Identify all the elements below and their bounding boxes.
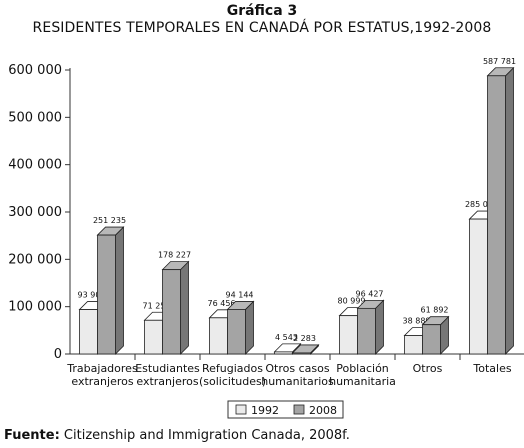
x-tick-label-line: Totales: [472, 362, 511, 375]
x-tick-label-line: humanitarios: [261, 375, 334, 388]
y-tick-label: 0: [54, 347, 62, 362]
bar-front: [209, 317, 228, 355]
legend-swatch: [235, 404, 247, 415]
bar-chart: 0 100 000 200 000 300 000 400 000 500 000 600 …: [8, 57, 524, 419]
bar-front: [274, 351, 293, 355]
bar-front: [292, 352, 311, 355]
y-tick-label: 400 000: [8, 158, 62, 173]
data-label: 93 902: [78, 291, 106, 300]
data-label: 2 283: [293, 334, 316, 343]
x-tick-label-line: humanitaria: [329, 375, 396, 388]
data-label: 94 144: [226, 290, 254, 299]
y-tick-label: 600 000: [8, 63, 62, 78]
bar-front: [79, 309, 98, 355]
x-tick-label-line: Población: [336, 362, 389, 375]
x-tick-label: Población humanitaria: [329, 362, 396, 388]
x-tick-label-line: extranjeros: [71, 375, 133, 388]
x-tick-label-line: Estudiantes: [135, 362, 200, 375]
bar-2008: [291, 343, 320, 355]
y-tick-label: 300 000: [8, 205, 62, 220]
x-tick-label-line: Otros: [413, 362, 443, 375]
bar-2008: [421, 315, 450, 355]
x-tick-label-line: extranjeros: [136, 375, 198, 388]
data-label: 178 227: [158, 251, 191, 260]
x-tick-label-line: (solicitudes): [199, 375, 266, 388]
x-tick-label: Otros: [413, 362, 443, 375]
x-tick-label-line: Refugiados: [202, 362, 263, 375]
bar-2008: [161, 260, 190, 355]
legend-label: 1992: [251, 404, 279, 417]
x-tick-label: Refugiados (solicitudes): [199, 362, 266, 388]
data-label: 285 044: [465, 200, 498, 209]
y-tick-label: 100 000: [8, 300, 62, 315]
source-prefix: Fuente:: [4, 428, 60, 443]
x-tick-label: Otros casos humanitarios: [261, 362, 334, 388]
x-tick-label-line: Trabajadores: [66, 362, 138, 375]
data-label: 76 456: [208, 299, 236, 308]
source-note: Fuente: Citizenship and Immigration Cana…: [4, 428, 350, 443]
data-label: 587 781: [483, 57, 516, 66]
bar-2008: [226, 300, 255, 355]
bar-front: [357, 307, 376, 355]
data-label: 80 999: [338, 297, 366, 306]
chart-subtitle: RESIDENTES TEMPORALES EN CANADÁ POR ESTA…: [32, 20, 492, 36]
source-text: Citizenship and Immigration Canada, 2008…: [59, 428, 350, 443]
bar-front: [162, 269, 181, 355]
bar-2008: [96, 226, 125, 355]
x-tick-label: Trabajadores extranjeros: [66, 362, 138, 388]
data-label: 251 235: [93, 216, 126, 225]
legend-box: [227, 400, 344, 419]
bar-front: [227, 309, 246, 355]
data-label: 71 254: [143, 301, 171, 310]
legend-swatch: [293, 404, 305, 415]
x-tick-label-line: Otros casos: [265, 362, 329, 375]
bar-side: [375, 299, 384, 355]
bar-front: [97, 234, 116, 355]
bar-side: [245, 300, 254, 355]
bar-2008: [486, 66, 515, 355]
data-label: 96 427: [356, 289, 384, 298]
bar-front: [422, 324, 441, 355]
bar-side: [180, 260, 189, 355]
data-label: 4 543: [275, 333, 298, 342]
bar-1992: [273, 342, 302, 355]
bar-front: [339, 315, 358, 355]
y-tick-label: 500 000: [8, 110, 62, 125]
bar-front: [469, 218, 488, 355]
bar-front: [487, 75, 506, 355]
bar-side: [505, 66, 514, 355]
chart-title: Gráfica 3: [226, 3, 298, 19]
y-tick-label: 200 000: [8, 252, 62, 267]
bar-front: [144, 319, 163, 355]
x-tick-label: Estudiantes extranjeros: [135, 362, 200, 388]
legend-label: 2008: [309, 404, 337, 417]
bar-side: [115, 226, 124, 355]
bar-2008: [356, 299, 385, 355]
data-label: 38 889: [403, 317, 431, 326]
bar-front: [404, 335, 423, 355]
x-tick-label: Totales: [472, 362, 511, 375]
data-label: 61 892: [421, 306, 449, 315]
